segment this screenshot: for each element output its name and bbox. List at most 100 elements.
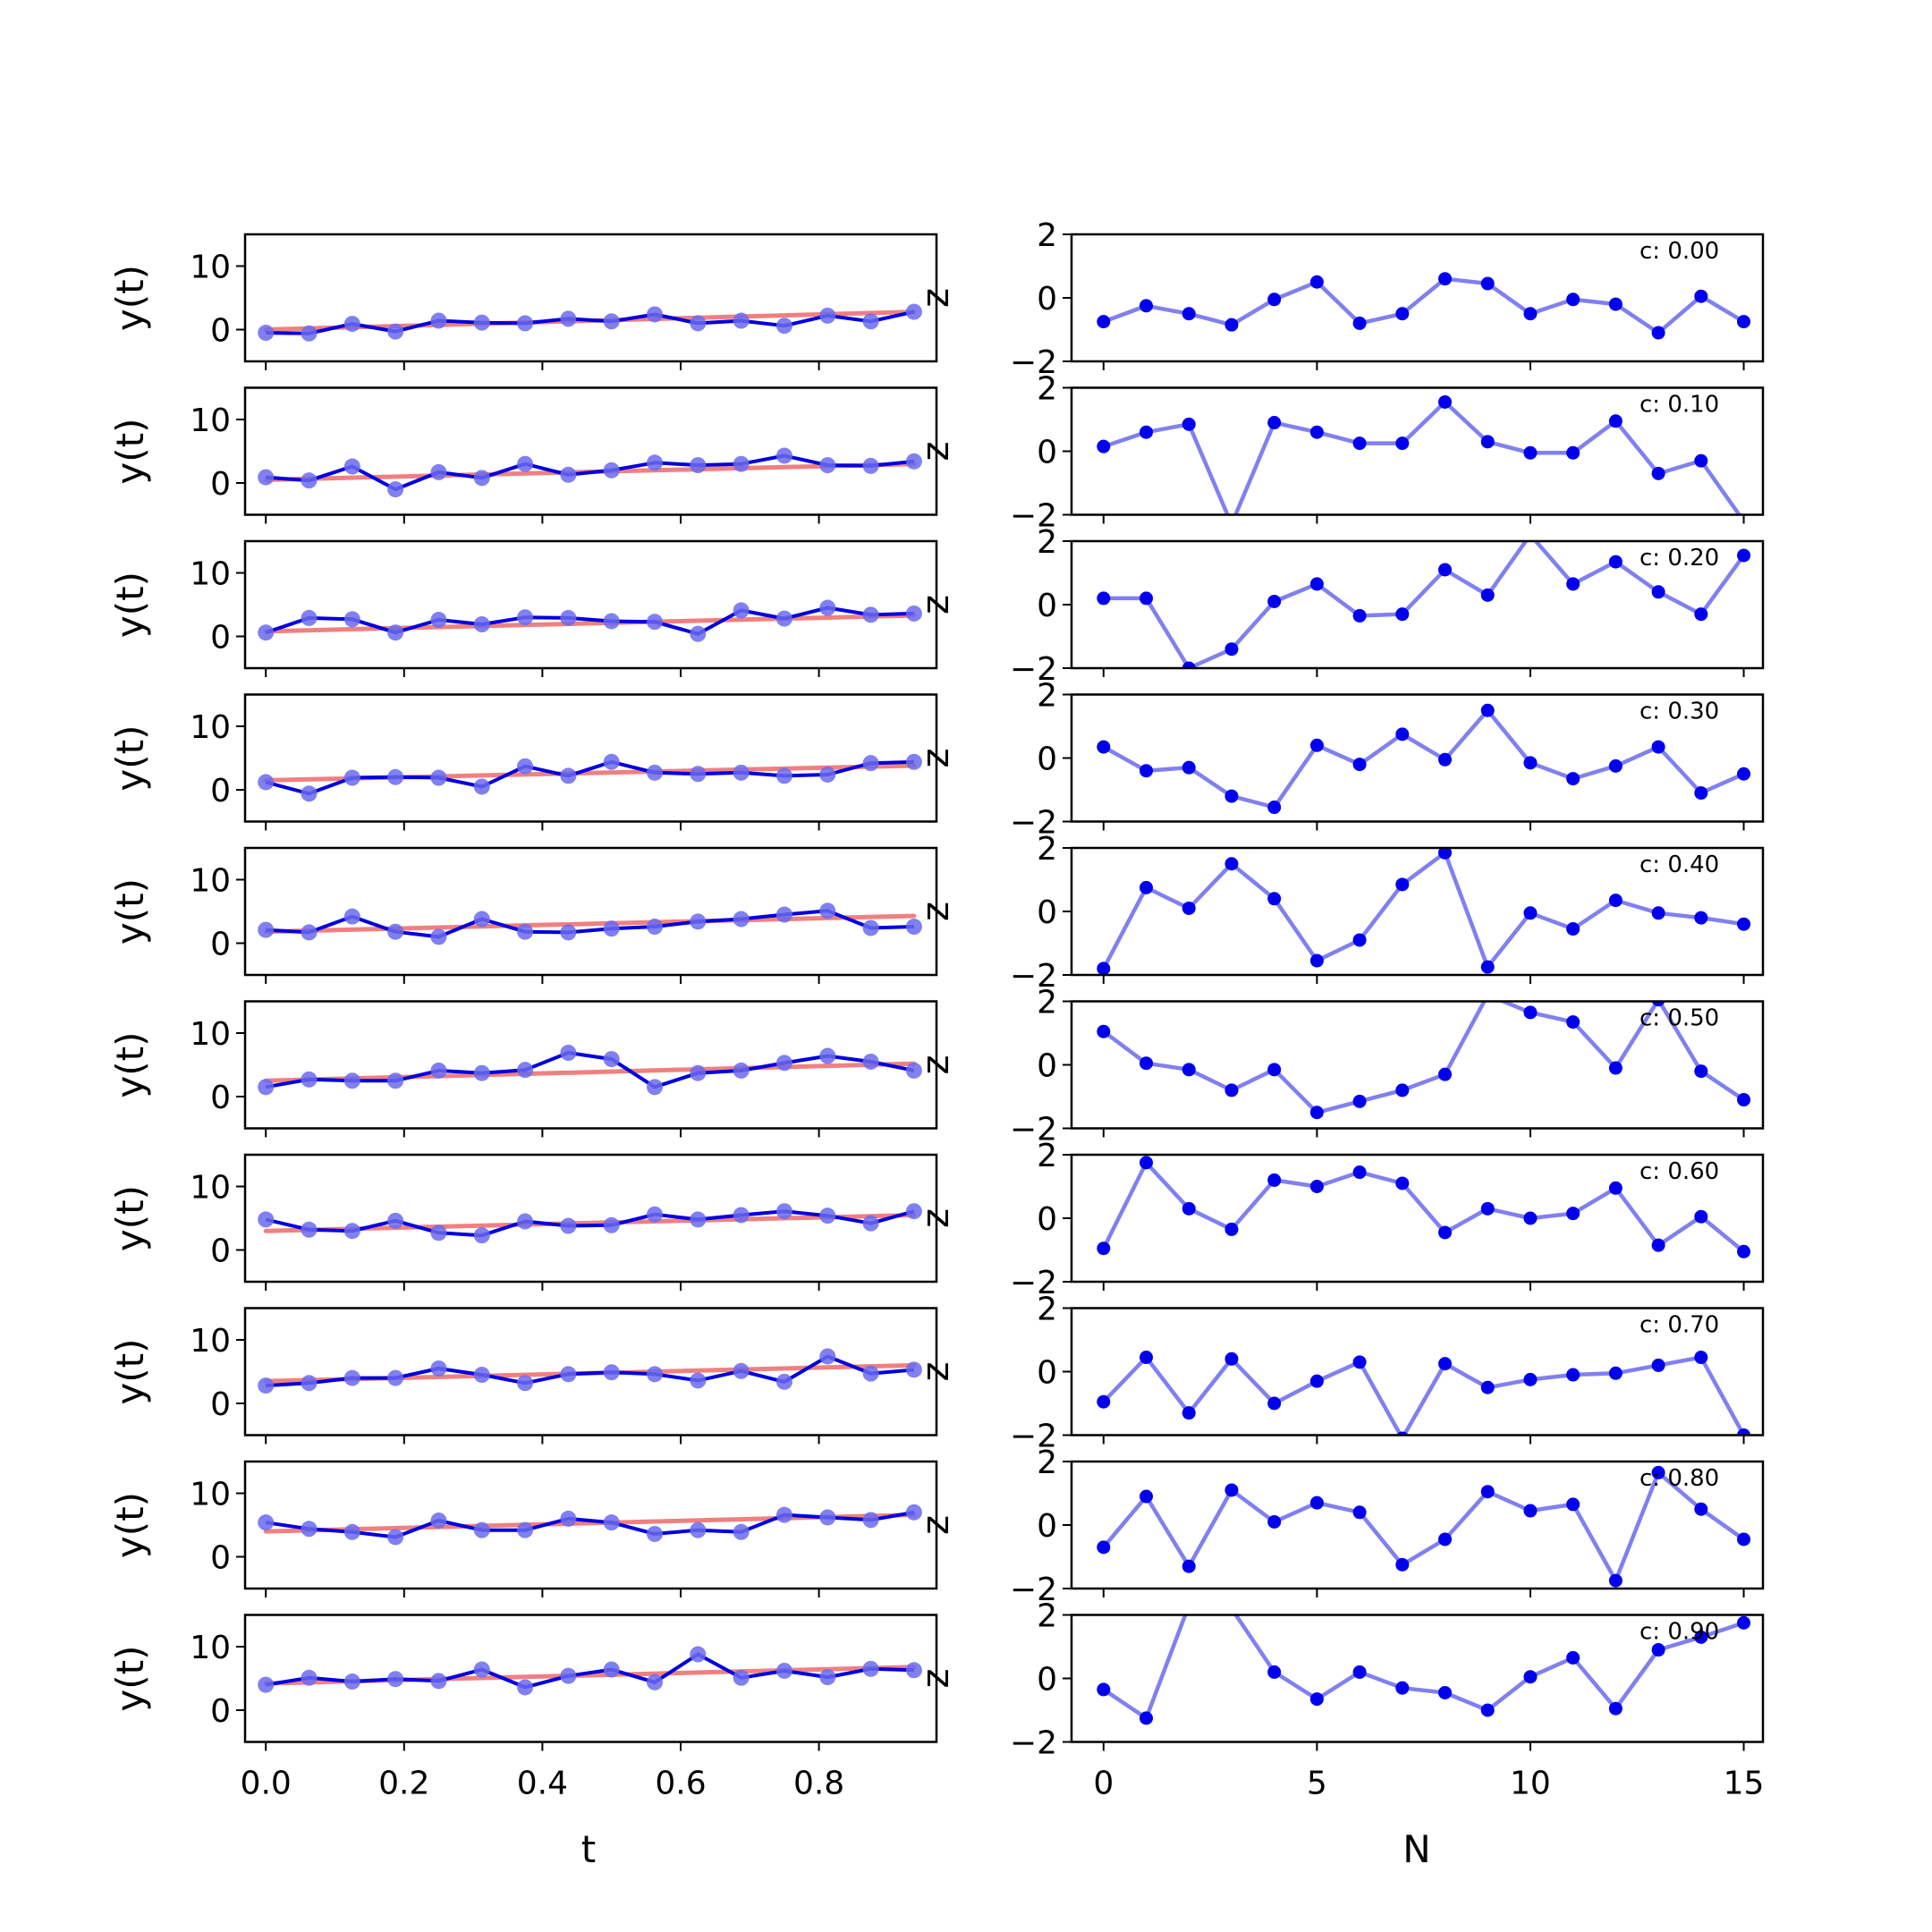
z-point — [1608, 1366, 1623, 1380]
data-point — [647, 1366, 664, 1383]
z-point — [1438, 563, 1453, 577]
right-plot-area-5 — [1097, 1001, 1751, 1120]
z-line — [1103, 400, 1742, 515]
z-point — [1566, 445, 1580, 460]
data-point — [647, 306, 664, 323]
z-point — [1566, 1368, 1580, 1382]
z-point — [1309, 1496, 1324, 1510]
z-point — [1097, 962, 1111, 975]
data-point — [343, 1523, 360, 1540]
left-ylabel: y(t) — [108, 1031, 152, 1097]
data-point — [387, 1369, 404, 1386]
data-point — [560, 609, 577, 626]
data-point — [430, 312, 447, 329]
z-point — [1737, 917, 1751, 931]
z-point — [1140, 1489, 1154, 1504]
z-point — [1267, 892, 1282, 906]
z-point — [1182, 760, 1196, 775]
z-point — [1523, 307, 1538, 321]
data-point — [905, 919, 922, 936]
data-point — [862, 1365, 879, 1382]
data-point — [560, 1667, 577, 1684]
left-plot-area-6 — [258, 1203, 922, 1244]
z-point — [1267, 801, 1282, 815]
left-subplot-6: 0 10 y(t) — [108, 1153, 938, 1291]
y-tick-label: 2 — [1037, 985, 1057, 1021]
z-point — [1694, 289, 1708, 303]
data-point — [775, 447, 792, 464]
right-subplot-1: c: 0.10 −2 0 2 z — [913, 371, 1765, 535]
z-point — [1395, 1681, 1410, 1695]
z-point — [1438, 1685, 1453, 1699]
z-point — [1438, 272, 1453, 286]
data-point — [517, 455, 534, 472]
data-line — [266, 453, 915, 492]
left-ylabel: y(t) — [108, 1338, 152, 1404]
trend-line — [263, 913, 917, 935]
z-line — [1102, 1614, 1745, 1721]
data-point — [647, 614, 664, 631]
z-point — [1438, 1067, 1453, 1081]
z-point — [1140, 1351, 1154, 1365]
z-point — [1737, 548, 1751, 563]
right-plot-area-0 — [1097, 272, 1751, 340]
z-point — [1352, 1505, 1367, 1520]
data-point — [343, 1674, 360, 1690]
data-line — [266, 1354, 915, 1388]
z-point — [1224, 318, 1239, 332]
y-tick-label: −2 — [1010, 1419, 1057, 1455]
c-value-annotation: c: 0.90 — [1640, 1619, 1719, 1646]
data-point — [301, 325, 318, 342]
z-point — [1608, 297, 1623, 311]
right-ylabel: z — [913, 288, 957, 308]
data-point — [258, 1211, 275, 1228]
data-point — [905, 1361, 922, 1378]
data-point — [473, 1064, 490, 1081]
z-point — [1267, 1665, 1282, 1679]
z-point — [1523, 756, 1538, 770]
data-point — [430, 612, 447, 629]
z-point — [1140, 299, 1154, 313]
z-line — [1102, 1355, 1746, 1436]
data-point — [473, 1227, 490, 1244]
z-point — [1480, 703, 1495, 717]
z-point — [1523, 1670, 1538, 1684]
z-point — [1651, 1358, 1665, 1372]
data-point — [905, 1203, 922, 1220]
data-point — [301, 472, 318, 489]
z-point — [1352, 608, 1367, 623]
data-point — [301, 785, 318, 802]
z-point — [1480, 1201, 1495, 1216]
z-point — [1651, 466, 1665, 480]
left-subplot-5: 0 10 y(t) — [108, 1000, 938, 1138]
data-point — [819, 307, 836, 324]
left-plot-area-4 — [258, 902, 922, 945]
z-point — [1651, 326, 1665, 340]
data-point — [301, 924, 318, 941]
data-point — [301, 1221, 318, 1238]
data-point — [343, 1072, 360, 1089]
c-value-annotation: c: 0.40 — [1640, 852, 1719, 878]
left-axes-frame-8 — [243, 1460, 938, 1590]
data-line — [265, 1510, 915, 1539]
z-point — [1182, 1406, 1196, 1420]
z-point — [1352, 1165, 1367, 1180]
right-xlabel: N — [1402, 1827, 1430, 1871]
z-point — [1352, 933, 1367, 947]
left-ylabel: y(t) — [108, 878, 152, 945]
subplot-grid: 0 10 y(t) c: 0.00 −2 0 2 z 0 10 y(t) c: 0.10 −2 0 2 z 0 1… — [108, 217, 1764, 1802]
z-point — [1182, 1201, 1196, 1216]
z-point — [1309, 1374, 1324, 1388]
x-tick-label: 0.6 — [655, 1766, 706, 1802]
data-point — [473, 911, 490, 928]
data-point — [733, 1669, 750, 1686]
z-point — [1438, 752, 1453, 767]
z-point — [1523, 906, 1538, 920]
z-point — [1352, 758, 1367, 772]
data-point — [733, 1523, 750, 1540]
data-point — [603, 1514, 620, 1531]
c-value-annotation: c: 0.70 — [1640, 1312, 1719, 1339]
y-tick-label: 0 — [1037, 588, 1057, 624]
c-value-annotation: c: 0.30 — [1640, 699, 1719, 725]
z-point — [1737, 1244, 1751, 1258]
